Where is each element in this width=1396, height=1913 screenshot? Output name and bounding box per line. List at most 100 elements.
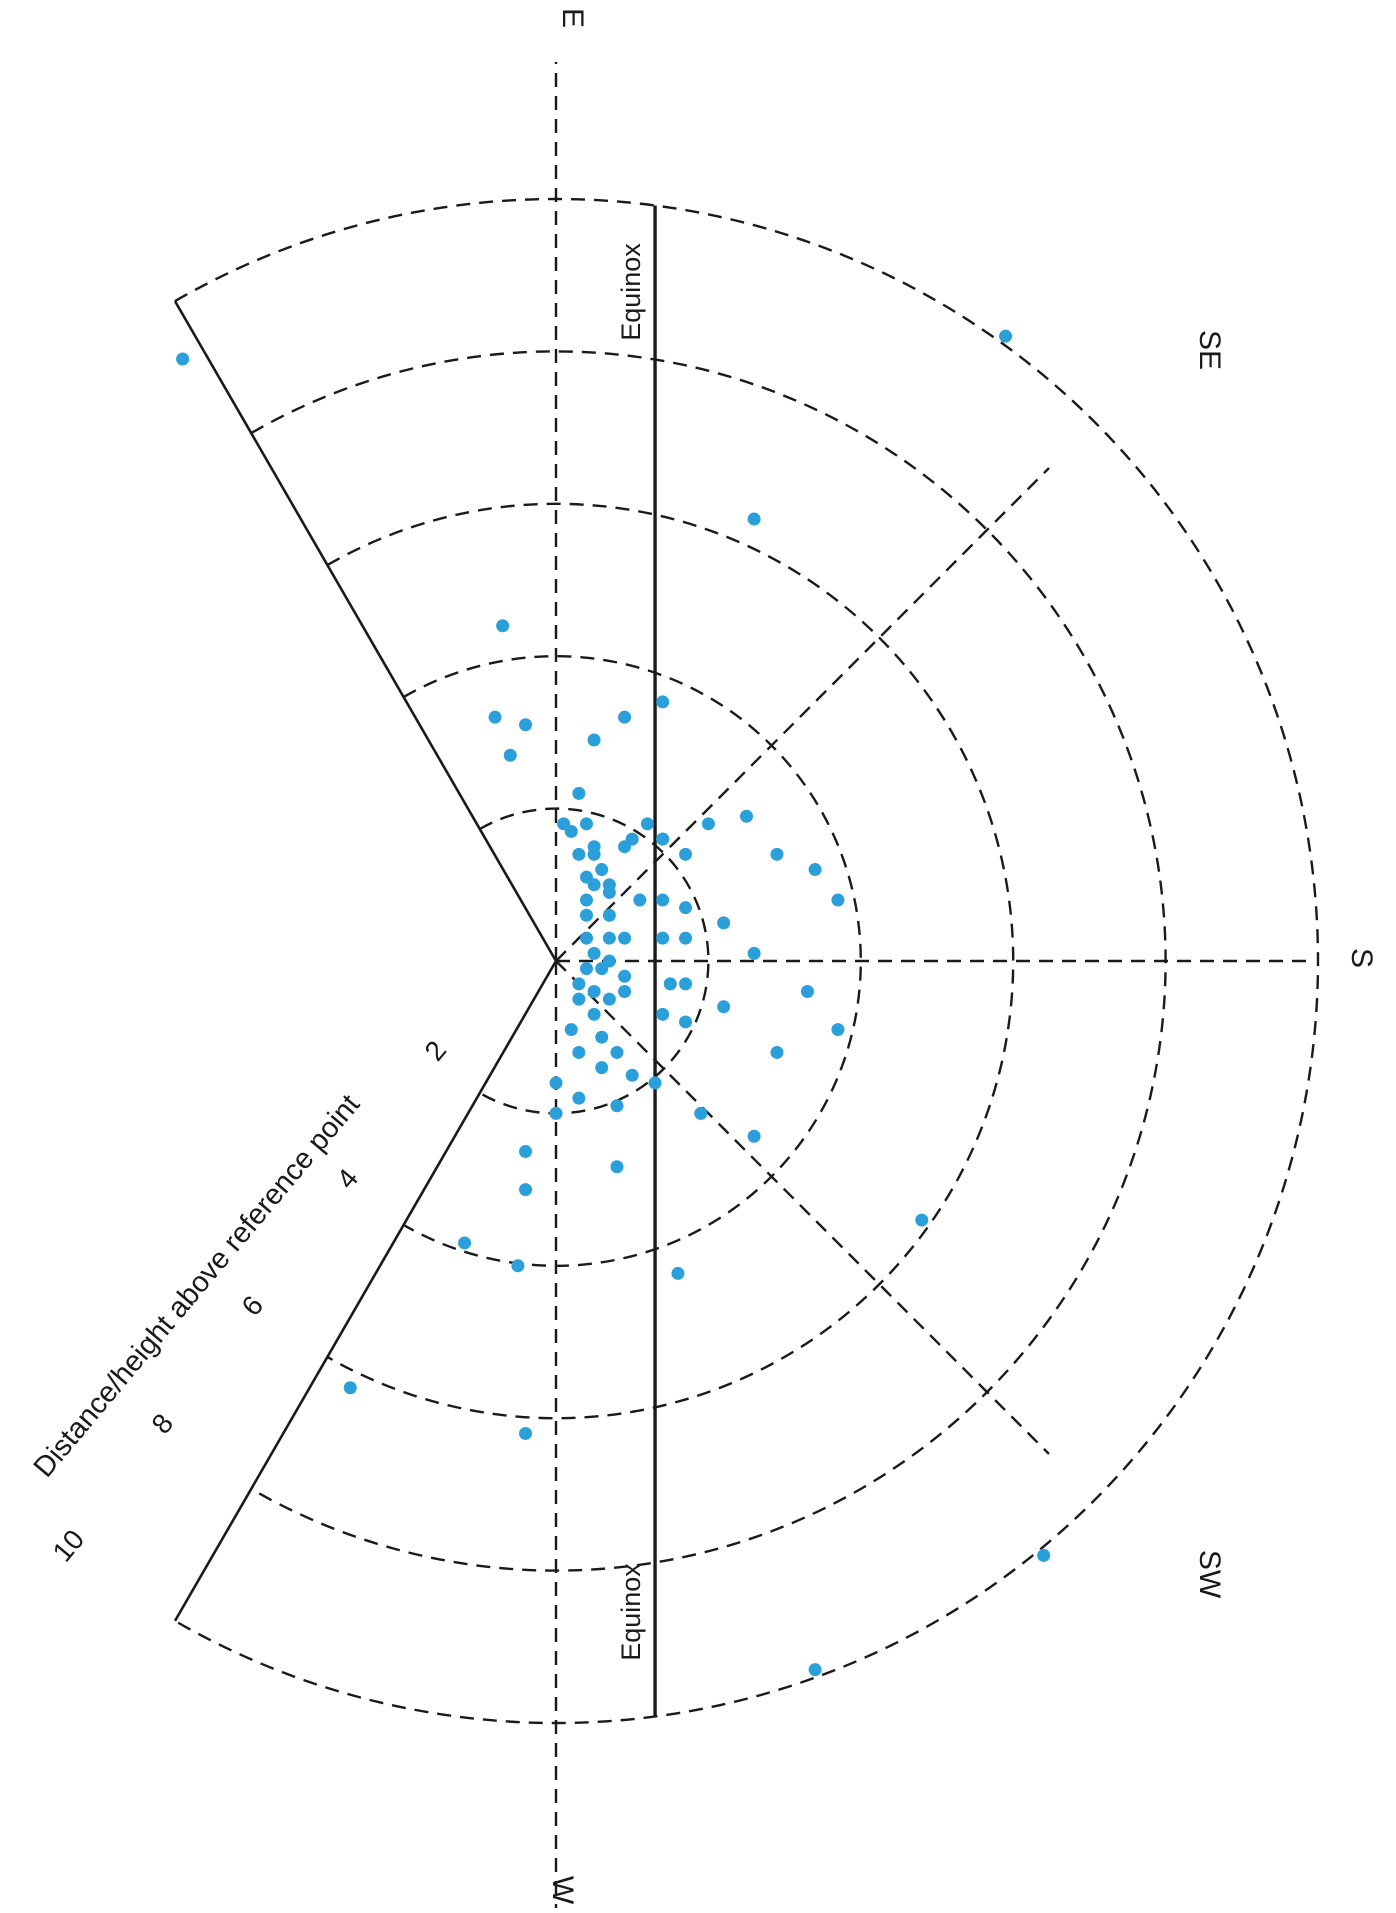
data-point [618, 984, 632, 998]
distance-ring-2 [479, 807, 710, 1115]
data-point [610, 1160, 624, 1174]
radial-tick-label-6: 6 [236, 1290, 270, 1322]
data-point [488, 710, 502, 724]
data-point [656, 1007, 670, 1021]
data-point [831, 1023, 845, 1037]
radial-axis-title: Distance/height above reference point [28, 1089, 367, 1484]
data-point [579, 931, 593, 945]
data-point [656, 893, 670, 907]
data-point [595, 863, 609, 877]
data-point [503, 748, 517, 762]
direction-label-SE: SE [1193, 330, 1226, 370]
data-point [679, 1015, 693, 1029]
direction-label-SW: SW [1193, 1550, 1226, 1599]
data-point [717, 916, 731, 930]
data-point [671, 1266, 685, 1280]
data-point [679, 931, 693, 945]
data-point [587, 984, 601, 998]
data-point [564, 824, 578, 838]
data-point [343, 1381, 357, 1395]
data-point [800, 984, 814, 998]
data-point [519, 1183, 533, 1197]
data-point [770, 1045, 784, 1059]
data-point [511, 1259, 525, 1273]
data-point [770, 847, 784, 861]
radial-tick-label-8: 8 [146, 1408, 180, 1440]
data-point [519, 718, 533, 732]
data-point [610, 1099, 624, 1113]
data-point [717, 1000, 731, 1014]
data-point [602, 931, 616, 945]
data-point [694, 1106, 708, 1120]
direction-spokes [554, 61, 1315, 1913]
data-point [587, 1007, 601, 1021]
data-point [915, 1213, 929, 1227]
direction-label-E: E [556, 8, 589, 28]
equinox-label-top: Equinox [616, 243, 646, 341]
chart-labels: E SE S SW W Equinox Equinox 2 4 6 8 10 D… [28, 8, 1378, 1905]
data-point [618, 969, 632, 983]
data-point [679, 847, 693, 861]
data-point [625, 832, 639, 846]
data-point [587, 946, 601, 960]
data-point [572, 786, 586, 800]
data-point [602, 878, 616, 892]
radial-tick-label-10: 10 [46, 1524, 90, 1568]
data-point [747, 946, 761, 960]
data-point [176, 352, 190, 366]
data-point [602, 954, 616, 968]
radial-tick-label-2: 2 [419, 1035, 453, 1067]
data-point [701, 817, 715, 831]
distance-ring-10 [174, 197, 1320, 1725]
data-point [572, 1091, 586, 1105]
radial-tick-label-4: 4 [331, 1163, 365, 1195]
data-point [587, 733, 601, 747]
data-point [808, 863, 822, 877]
data-point [633, 893, 647, 907]
data-point [656, 695, 670, 709]
data-point [999, 329, 1013, 343]
distance-ring-6 [326, 502, 1015, 1420]
data-point [519, 1426, 533, 1440]
data-point [549, 1106, 563, 1120]
data-point [625, 1068, 639, 1082]
data-point [595, 1030, 609, 1044]
data-point [602, 992, 616, 1006]
data-point [808, 1663, 822, 1677]
data-point [519, 1145, 533, 1158]
data-point [572, 977, 586, 991]
data-point [549, 1076, 563, 1090]
data-points [176, 329, 1051, 1677]
data-point [458, 1236, 472, 1250]
sector-boundary-north-west [173, 960, 558, 1622]
data-point [747, 512, 761, 526]
data-point [587, 847, 601, 861]
data-point [1037, 1548, 1051, 1562]
sector-boundary-north-east [173, 300, 558, 962]
data-point [679, 901, 693, 915]
equinox-label-bottom: Equinox [616, 1563, 646, 1661]
data-point [679, 977, 693, 991]
data-point [595, 1061, 609, 1075]
spoke-se [555, 467, 1050, 962]
data-point [496, 619, 510, 633]
data-point [618, 710, 632, 724]
data-point [663, 977, 677, 991]
data-point [564, 1023, 578, 1037]
data-point [579, 870, 593, 884]
data-point [747, 1129, 761, 1143]
data-point [579, 893, 593, 907]
data-point [579, 908, 593, 922]
direction-label-W: W [546, 1876, 579, 1905]
data-point [579, 817, 593, 831]
data-point [656, 931, 670, 945]
data-point [579, 962, 593, 976]
data-point [831, 893, 845, 907]
data-point [572, 1045, 586, 1059]
data-point [618, 931, 632, 945]
spoke-sw [555, 960, 1050, 1455]
data-point [610, 1045, 624, 1059]
direction-label-S: S [1345, 948, 1378, 968]
